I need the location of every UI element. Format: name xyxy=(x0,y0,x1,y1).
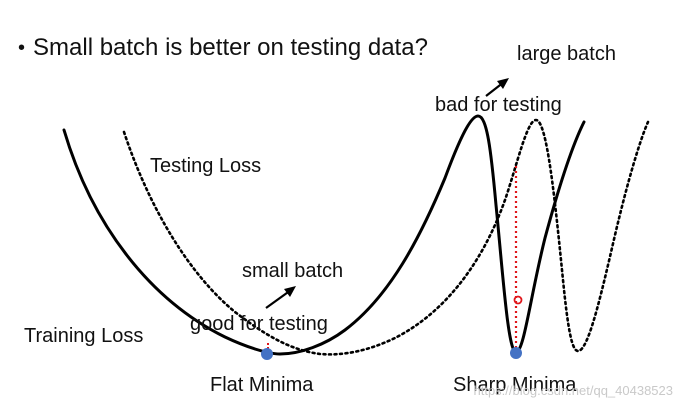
watermark-text: https://blog.csdn.net/qq_40438523 xyxy=(473,383,674,398)
sharp-minima-point xyxy=(510,347,522,359)
sharp-gap-marker xyxy=(513,295,523,305)
small-batch-arrow-head xyxy=(284,286,296,297)
bad-for-testing-label: bad for testing xyxy=(435,94,562,116)
flat-minima-label: Flat Minima xyxy=(210,374,314,396)
training-loss-curve xyxy=(62,114,586,356)
slide-heading: • Small batch is better on testing data? xyxy=(18,34,428,62)
sharp-minima-label: Sharp Minima xyxy=(453,374,577,396)
testing-loss-curve xyxy=(122,118,650,356)
training-loss-label: Training Loss xyxy=(24,325,144,347)
bullet-icon: • xyxy=(18,36,26,59)
small-batch-label: small batch xyxy=(242,260,344,282)
flat-minima-point xyxy=(261,348,273,360)
good-for-testing-label: good for testing xyxy=(190,313,328,335)
large-batch-label: large batch xyxy=(517,43,616,65)
large-batch-arrow-head xyxy=(497,78,509,89)
small-batch-arrow-line xyxy=(265,289,292,309)
heading-text: Small batch is better on testing data? xyxy=(33,34,428,61)
testing-loss-label: Testing Loss xyxy=(150,155,262,177)
